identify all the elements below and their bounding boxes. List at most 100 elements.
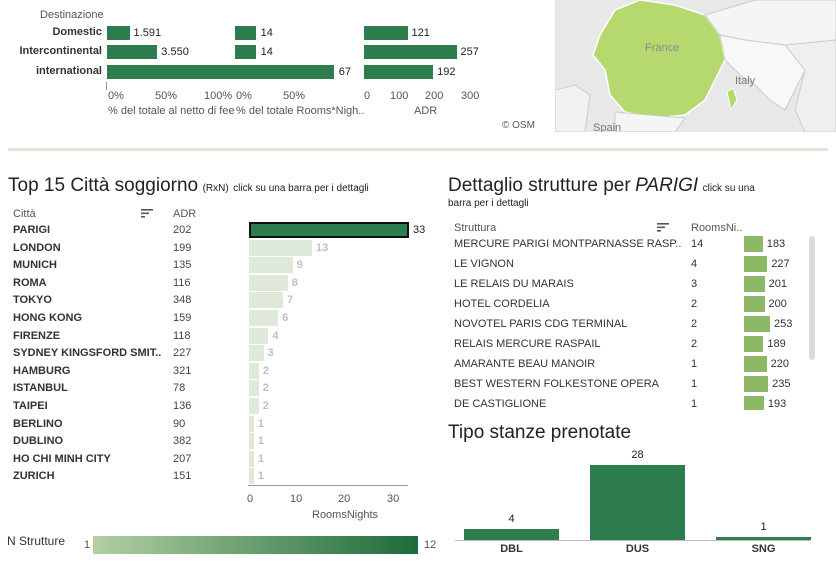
dest-row-label: international bbox=[35, 65, 102, 77]
top15-bar[interactable] bbox=[249, 363, 259, 379]
top15-bar[interactable] bbox=[249, 416, 254, 432]
detail-adr-bar[interactable] bbox=[744, 396, 764, 410]
detail-struct-name[interactable]: LE RELAIS DU MARAIS bbox=[454, 278, 574, 290]
detail-struct-name[interactable]: LE VIGNON bbox=[454, 258, 514, 270]
rooms-bar-value: 4 bbox=[508, 513, 515, 526]
top15-bar[interactable] bbox=[249, 292, 283, 308]
top15-city[interactable]: HO CHI MINH CITY bbox=[13, 453, 111, 465]
top15-city[interactable]: HAMBURG bbox=[13, 365, 71, 377]
map[interactable]: France Italy Spain bbox=[555, 0, 836, 132]
dest-adr-bar[interactable] bbox=[364, 45, 457, 59]
dest-rooms-value: 14 bbox=[260, 27, 273, 39]
dest-pct-bar[interactable] bbox=[107, 45, 158, 59]
rooms-bar[interactable] bbox=[590, 465, 685, 540]
detail-struct-name[interactable]: MERCURE PARIGI MONTPARNASSE RASP.. bbox=[454, 238, 682, 250]
detail-struct-name[interactable]: RELAIS MERCURE RASPAIL bbox=[454, 338, 601, 350]
top15-city[interactable]: ISTANBUL bbox=[13, 382, 68, 394]
detail-adr-bar[interactable] bbox=[744, 236, 763, 252]
detail-hint2: barra per i dettagli bbox=[448, 198, 529, 209]
top15-city[interactable]: PARIGI bbox=[13, 224, 51, 236]
detail-col-struct[interactable]: Struttura bbox=[454, 222, 497, 234]
detail-adr-bar[interactable] bbox=[744, 356, 767, 372]
top15-city[interactable]: TOKYO bbox=[13, 294, 52, 306]
detail-struct-name[interactable]: NOVOTEL PARIS CDG TERMINAL bbox=[454, 318, 628, 330]
top15-bar[interactable] bbox=[249, 257, 293, 273]
top15-bar[interactable] bbox=[249, 222, 410, 238]
detail-struct-name[interactable]: DE CASTIGLIONE bbox=[454, 398, 547, 410]
top15-bar[interactable] bbox=[249, 398, 259, 414]
dest-pct-bar[interactable] bbox=[107, 26, 130, 40]
detail-adr-value: 189 bbox=[767, 338, 786, 350]
top15-city[interactable]: MUNICH bbox=[13, 259, 57, 271]
detail-scrollbar[interactable] bbox=[809, 236, 815, 360]
dest-axis3-tick-3: 300 bbox=[461, 90, 480, 102]
dest-row-label: Domestic bbox=[52, 26, 102, 38]
detail-adr-bar[interactable] bbox=[744, 316, 770, 332]
dest-rooms-bar[interactable] bbox=[235, 45, 256, 59]
top15-adr: 136 bbox=[173, 400, 192, 412]
detail-rn: 1 bbox=[691, 378, 698, 390]
top15-bar[interactable] bbox=[249, 240, 313, 256]
dest-adr-bar[interactable] bbox=[364, 26, 408, 40]
top15-city[interactable]: SYDNEY KINGSFORD SMIT.. bbox=[13, 347, 162, 359]
detail-adr-value: 235 bbox=[772, 378, 791, 390]
dest-axis1-label: % del totale al netto di fee bbox=[108, 105, 235, 117]
rooms-bar[interactable] bbox=[716, 537, 811, 540]
detail-viewport: MERCURE PARIGI MONTPARNASSE RASP.. 14 183 L… bbox=[448, 234, 808, 410]
top15-city[interactable]: ZURICH bbox=[13, 470, 55, 482]
detail-adr-bar[interactable] bbox=[744, 376, 769, 392]
rooms-axis-line bbox=[455, 540, 810, 541]
top15-rn-value: 1 bbox=[257, 470, 264, 482]
detail-struct-name[interactable]: AMARANTE BEAU MANOIR bbox=[454, 358, 596, 370]
detail-rn: 1 bbox=[691, 358, 698, 370]
detail-struct-name[interactable]: HOTEL CORDELIA bbox=[454, 298, 550, 310]
top15-city[interactable]: DUBLINO bbox=[13, 435, 64, 447]
top15-bar[interactable] bbox=[249, 310, 279, 326]
top15-city[interactable]: ROMA bbox=[13, 277, 47, 289]
top15-bar[interactable] bbox=[249, 468, 254, 484]
rooms-bar[interactable] bbox=[464, 529, 559, 540]
top15-city[interactable]: LONDON bbox=[13, 242, 61, 254]
top15-adr: 159 bbox=[173, 312, 192, 324]
detail-struct-name[interactable]: BEST WESTERN FOLKESTONE OPERA bbox=[454, 378, 659, 390]
dest-axis3-tick-0: 0 bbox=[364, 90, 371, 102]
detail-adr-bar[interactable] bbox=[744, 336, 764, 352]
top15-city[interactable]: TAIPEI bbox=[13, 400, 48, 412]
sort-icon[interactable] bbox=[657, 223, 669, 232]
top15-bar[interactable] bbox=[249, 380, 259, 396]
top15-city[interactable]: HONG KONG bbox=[13, 312, 83, 324]
top15-adr: 118 bbox=[173, 330, 191, 342]
detail-adr-value: 253 bbox=[774, 318, 793, 330]
detail-adr-bar[interactable] bbox=[744, 276, 765, 292]
top15-city[interactable]: BERLINO bbox=[13, 418, 63, 430]
top15-city[interactable]: FIRENZE bbox=[13, 330, 61, 342]
top15-col-city[interactable]: Città bbox=[13, 208, 36, 220]
top15-adr: 135 bbox=[173, 259, 192, 271]
top15-axis-line bbox=[248, 485, 408, 486]
top15-adr: 199 bbox=[173, 242, 192, 254]
dest-adr-bar[interactable] bbox=[364, 65, 434, 79]
top15-bar[interactable] bbox=[249, 433, 254, 449]
sort-icon[interactable] bbox=[141, 209, 153, 218]
detail-title-row: Dettaglio strutture per PARIGI click su … bbox=[448, 175, 755, 197]
detail-adr-bar[interactable] bbox=[744, 296, 765, 312]
detail-adr-bar[interactable] bbox=[744, 256, 768, 272]
detail-adr-value: 220 bbox=[770, 358, 789, 370]
legend-max: 12 bbox=[424, 539, 437, 551]
top15-axis-tick-0: 0 bbox=[247, 493, 254, 505]
rooms-category: DBL bbox=[500, 543, 523, 555]
dest-axis1-tick-0: 0% bbox=[108, 90, 124, 102]
top15-bar[interactable] bbox=[249, 451, 254, 467]
map-label-spain: Spain bbox=[593, 122, 622, 132]
top15-axis-tick-1: 10 bbox=[290, 493, 303, 505]
dest-rooms-bar[interactable] bbox=[235, 26, 256, 40]
top15-bar[interactable] bbox=[249, 328, 269, 344]
top15-bar[interactable] bbox=[249, 275, 288, 291]
detail-hint1: click su una bbox=[702, 183, 755, 194]
dest-axis1-line bbox=[106, 82, 107, 90]
top15-rn-value: 2 bbox=[262, 382, 269, 394]
top15-bar[interactable] bbox=[249, 345, 264, 361]
dest-rooms-bar[interactable] bbox=[235, 65, 334, 79]
top15-adr: 382 bbox=[173, 435, 192, 447]
top15-rn-value: 2 bbox=[262, 365, 269, 377]
